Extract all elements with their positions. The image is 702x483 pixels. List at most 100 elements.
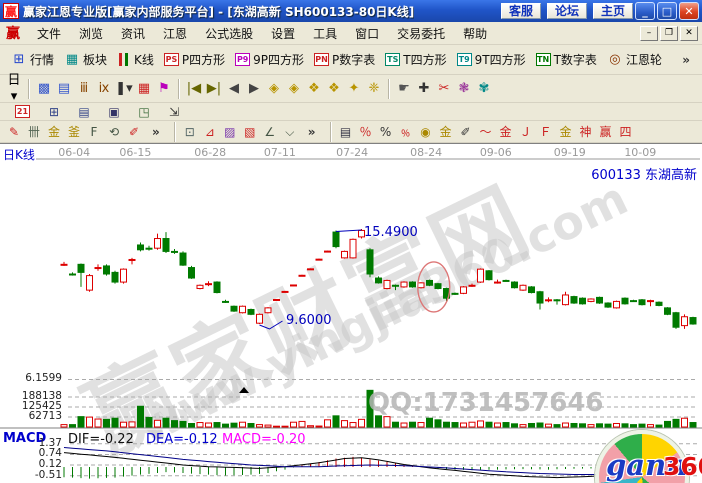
info-doc-icon[interactable]: ▤ [57,80,71,96]
bars9-icon[interactable]: ⅸ [98,80,110,96]
zoom-vert-icon[interactable]: ◈ [289,80,299,96]
child-restore-button[interactable]: ❐ [660,25,678,41]
menu-item-浏览[interactable]: 浏览 [79,26,104,41]
minimize-button[interactable]: _ [635,2,655,20]
gann-lines-icon[interactable]: 金 [47,124,60,139]
draw-overflow-chevron[interactable]: » [152,124,160,139]
service-button[interactable]: 客服 [500,3,541,19]
percent-line-icon[interactable]: ﹪ [399,124,412,139]
menu-item-公式选股[interactable]: 公式选股 [205,26,254,41]
browser-icon[interactable]: ◳ [138,104,150,119]
notes-icon[interactable]: ▤ [78,104,90,119]
sectors-button[interactable]: ▦ 板块 [59,48,112,71]
percent-icon[interactable]: % [379,124,392,139]
export-icon[interactable]: ⇲ [168,104,180,119]
menu-logo-icon: 赢 [6,26,20,42]
t-table-button-label: T数字表 [553,53,597,67]
shen-angle-icon[interactable]: 神 [579,124,592,139]
child-close-button[interactable]: ✕ [680,25,698,41]
gann-wheel-button[interactable]: ◎ 江恩轮 [602,48,667,71]
calculator-icon[interactable]: ⊞ [48,104,60,119]
si-angle-icon[interactable]: 四 [619,124,632,139]
fit-screen-icon[interactable]: ❈ [368,80,380,96]
gold-under-icon[interactable]: 金 [499,124,512,139]
candle-style-dropdown[interactable]: ❚▾ [115,80,133,96]
quotes-button[interactable]: ⊞ 行情 [6,48,59,71]
wave-red-icon[interactable]: 〜 [479,124,492,139]
gann-lines2-icon[interactable]: 釜 [67,124,80,139]
fan-lines-icon[interactable]: ⊿ [204,124,215,139]
crosshair-tool-icon[interactable]: ✚ [418,80,430,96]
next-bar-icon[interactable]: ▶ [249,80,259,96]
menu-item-工具[interactable]: 工具 [313,26,338,41]
spiral-icon[interactable]: ⟲ [108,124,120,139]
box-tool-icon[interactable]: ⊡ [184,124,195,139]
last-page-icon[interactable]: ▶| [206,80,222,96]
macd-tick: 0.12 [38,458,62,470]
zoom-out-icon[interactable]: ❖ [328,80,340,96]
red-grid-icon[interactable]: ▦ [137,80,151,96]
menu-bar: 赢 文件 浏览 资讯 江恩 公式选股 设置 工具 窗口 交易委托 帮助 – ❐ ✕ [0,22,702,45]
menu-item-交易委托[interactable]: 交易委托 [397,26,446,41]
gold-angle-icon[interactable]: 金 [559,124,572,139]
9p-square-button[interactable]: P9 9P四方形 [230,48,309,71]
p-table-button[interactable]: PN P数字表 [309,48,380,71]
kline-chart-canvas[interactable] [0,144,702,483]
menu-item-窗口[interactable]: 窗口 [355,26,380,41]
prev-bar-icon[interactable]: ◀ [229,80,239,96]
gold-line-icon[interactable]: 金 [439,124,452,139]
kline-button[interactable]: K线 [112,48,159,71]
p-square-button[interactable]: PS P四方形 [159,48,230,71]
zoom-in-icon[interactable]: ❖ [308,80,320,96]
menu-item-江恩[interactable]: 江恩 [163,26,188,41]
date-tick-08-24: 08-24 [410,146,443,159]
t-table-button[interactable]: TN T数字表 [531,48,602,71]
f-angle-icon[interactable]: Ｆ [539,124,552,139]
close-button[interactable]: ✕ [679,2,699,20]
wave-tool-icon[interactable]: ⌵ [285,124,295,139]
draw-overflow-chevron[interactable]: » [307,124,316,139]
fan-box-icon[interactable]: ▨ [224,124,236,139]
child-minimize-button[interactable]: – [640,25,658,41]
gann360-logo-text: gann [606,448,688,482]
menu-item-资讯[interactable]: 资讯 [121,26,146,41]
save-icon[interactable]: ▣ [108,104,120,119]
fan-box2-icon[interactable]: ▧ [244,124,256,139]
menu-item-文件[interactable]: 文件 [37,26,62,41]
ruler-icon[interactable]: ▤ [339,124,352,139]
ying-box-icon[interactable]: 赢 [599,124,612,139]
home-button[interactable]: 主页 [592,3,633,19]
calendar-21-icon[interactable]: 21 [15,105,30,118]
first-page-icon[interactable]: |◀ [186,80,202,96]
percent-red-icon[interactable]: ％ [359,124,372,139]
expand-all-icon[interactable]: ✦ [348,80,360,96]
grid-lines-icon[interactable]: 卌 [27,124,40,139]
flag-chart-icon[interactable]: ⚑ [158,80,170,96]
p-square-button-label: P四方形 [181,53,226,67]
maximize-button[interactable]: □ [657,2,677,20]
9t-square-button[interactable]: T9 9T四方形 [452,48,531,71]
brain-tool-icon[interactable]: ✾ [478,80,490,96]
bars3-icon[interactable]: ⅲ [79,80,89,96]
hand-tool-icon[interactable]: ☛ [398,80,410,96]
period-day-dropdown[interactable]: 日 ▾ [7,72,21,104]
brush-icon[interactable]: ✐ [128,124,140,139]
9p-square-button-label: 9P四方形 [253,53,305,67]
forum-button[interactable]: 论坛 [546,3,587,19]
pen2-icon[interactable]: ✐ [460,124,471,139]
j-angle-icon[interactable]: Ｊ [519,124,532,139]
p-square-button-icon: PS [163,53,179,66]
toolbar-overflow-chevron[interactable]: » [682,52,690,67]
zoom-horiz-icon[interactable]: ◈ [269,80,279,96]
pen-tool-icon[interactable]: ✎ [8,124,20,139]
t-square-button[interactable]: TS T四方形 [380,48,451,71]
grid-view-icon[interactable]: ▩ [37,80,51,96]
gold-circle-icon[interactable]: ◉ [420,124,431,139]
macd-tick: 0.74 [38,447,62,460]
stamp-tool-icon[interactable]: ❃ [458,80,470,96]
menu-item-帮助[interactable]: 帮助 [463,26,488,41]
fib-lines-icon[interactable]: F [90,124,98,139]
menu-item-设置[interactable]: 设置 [271,26,296,41]
cut-tool-icon[interactable]: ✂ [438,80,450,96]
angle-tool-icon[interactable]: ∠ [264,124,276,139]
